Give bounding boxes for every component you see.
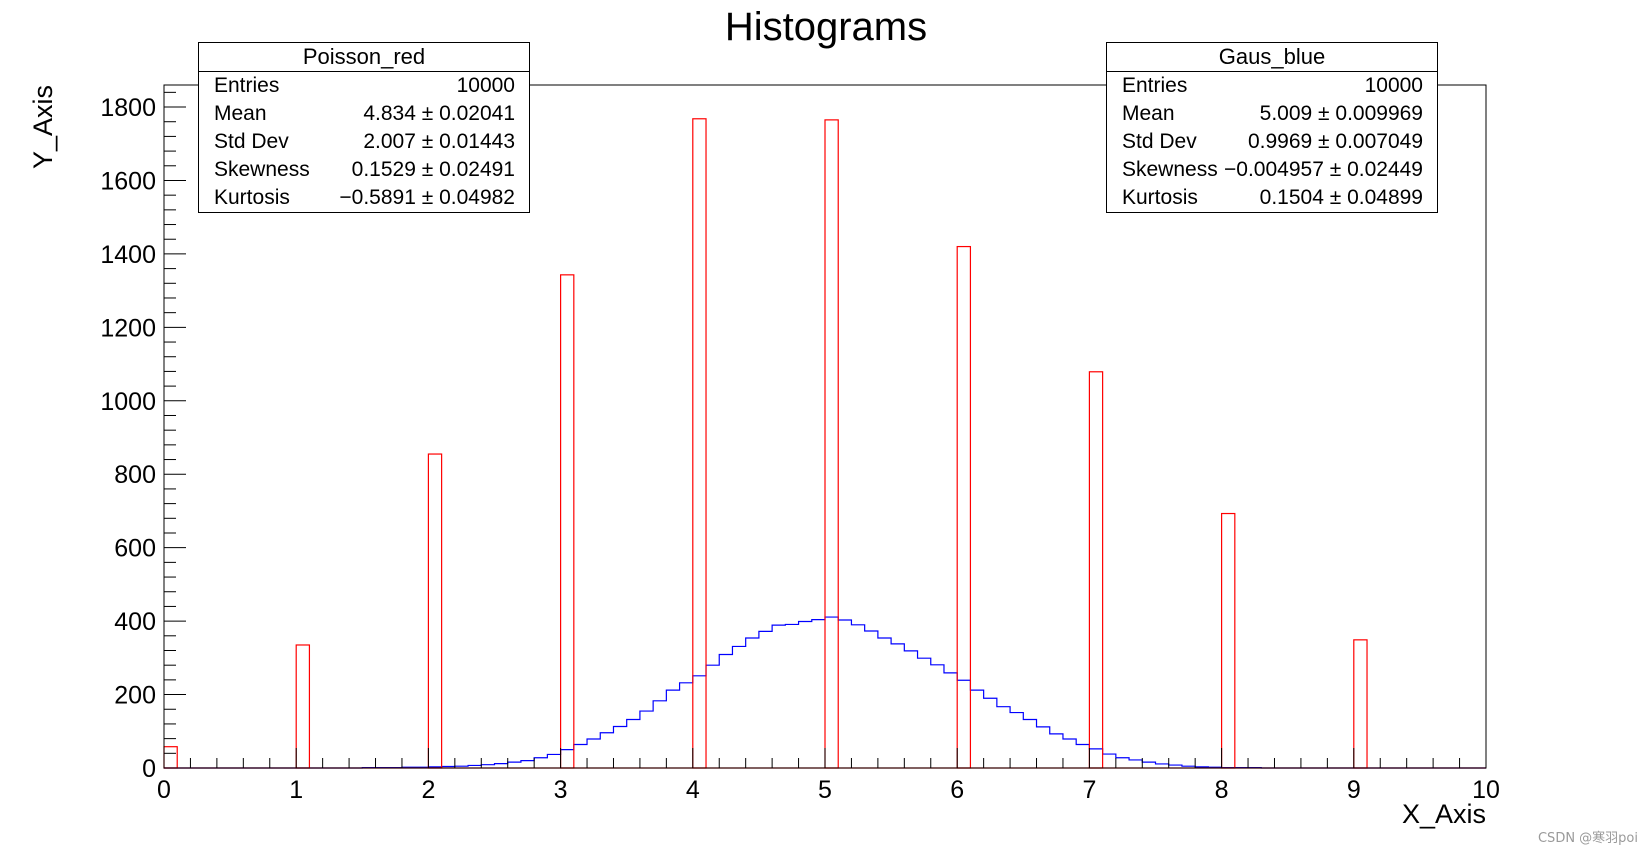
y-tick-label: 400 xyxy=(114,608,156,636)
poisson-bar xyxy=(1220,512,1236,769)
stats-value: −0.5891 ± 0.04982 xyxy=(339,186,515,209)
stats-row: Kurtosis −0.5891 ± 0.04982 xyxy=(199,184,529,212)
stats-label: Skewness xyxy=(1122,158,1218,181)
y-tick-label: 600 xyxy=(114,535,156,563)
stats-label: Mean xyxy=(1122,102,1175,125)
stats-row: Skewness −0.004957 ± 0.02449 xyxy=(1107,156,1437,184)
x-tick-label: 5 xyxy=(818,776,832,804)
y-tick-label: 0 xyxy=(142,755,156,783)
stats-row: Entries 10000 xyxy=(1107,72,1437,100)
poisson-bar xyxy=(295,644,311,769)
poisson-bar xyxy=(1353,639,1368,769)
stats-row: Kurtosis 0.1504 ± 0.04899 xyxy=(1107,184,1437,212)
x-tick-label: 1 xyxy=(289,776,303,804)
stats-value: 10000 xyxy=(1364,74,1423,97)
x-tick-label: 3 xyxy=(554,776,568,804)
x-tick-label: 2 xyxy=(421,776,435,804)
y-tick-label: 1400 xyxy=(100,241,156,269)
poisson-stats-title: Poisson_red xyxy=(199,43,529,72)
stats-label: Std Dev xyxy=(1122,130,1197,153)
stats-value: 0.1529 ± 0.02491 xyxy=(351,158,515,181)
stats-row: Skewness 0.1529 ± 0.02491 xyxy=(199,156,529,184)
gaus-stats-title: Gaus_blue xyxy=(1107,43,1437,72)
stats-value: 0.1504 ± 0.04899 xyxy=(1259,186,1423,209)
stats-row: Mean 4.834 ± 0.02041 xyxy=(199,100,529,128)
y-tick-label: 800 xyxy=(114,461,156,489)
x-tick-label: 4 xyxy=(686,776,700,804)
poisson-bar xyxy=(163,746,178,769)
poisson-bar xyxy=(427,453,443,769)
x-tick-label: 6 xyxy=(950,776,964,804)
y-tick-label: 1600 xyxy=(100,167,156,195)
poisson-bar xyxy=(956,245,972,769)
stats-label: Entries xyxy=(214,74,280,97)
poisson-bar xyxy=(1088,371,1104,769)
stats-label: Mean xyxy=(214,102,267,125)
poisson-bar xyxy=(692,118,707,769)
watermark: CSDN @寒羽poi xyxy=(1537,831,1638,846)
y-tick-label: 1200 xyxy=(100,314,156,342)
stats-row: Std Dev 0.9969 ± 0.007049 xyxy=(1107,128,1437,156)
stats-value: 2.007 ± 0.01443 xyxy=(363,130,515,153)
chart-title: Histograms xyxy=(725,5,927,49)
stats-label: Kurtosis xyxy=(1122,186,1198,209)
x-axis-label: X_Axis xyxy=(1402,799,1486,829)
stats-value: 5.009 ± 0.009969 xyxy=(1259,102,1423,125)
stats-row: Entries 10000 xyxy=(199,72,529,100)
stats-value: −0.004957 ± 0.02449 xyxy=(1224,158,1423,181)
stats-value: 0.9969 ± 0.007049 xyxy=(1247,130,1423,153)
y-tick-label: 1800 xyxy=(100,94,156,122)
poisson-stats-box: Poisson_red Entries 10000 Mean 4.834 ± 0.02… xyxy=(198,42,530,213)
y-tick-label: 200 xyxy=(114,682,156,710)
gaus-stats-box: Gaus_blue Entries 10000 Mean 5.009 ± 0.0099… xyxy=(1106,42,1438,213)
poisson-bar xyxy=(824,119,839,769)
stats-row: Mean 5.009 ± 0.009969 xyxy=(1107,100,1437,128)
y-tick-label: 1000 xyxy=(100,388,156,416)
stats-row: Std Dev 2.007 ± 0.01443 xyxy=(199,128,529,156)
stats-label: Kurtosis xyxy=(214,186,290,209)
stats-label: Std Dev xyxy=(214,130,289,153)
stats-value: 10000 xyxy=(456,74,515,97)
stats-value: 4.834 ± 0.02041 xyxy=(363,102,515,125)
stats-label: Entries xyxy=(1122,74,1188,97)
x-tick-label: 9 xyxy=(1347,776,1361,804)
x-tick-label: 0 xyxy=(157,776,171,804)
stats-label: Skewness xyxy=(214,158,310,181)
x-tick-label: 8 xyxy=(1215,776,1229,804)
x-tick-label: 7 xyxy=(1082,776,1096,804)
poisson-bar xyxy=(559,274,575,769)
x-tick-label: 10 xyxy=(1472,776,1500,804)
y-axis-label: Y_Axis xyxy=(28,85,58,169)
